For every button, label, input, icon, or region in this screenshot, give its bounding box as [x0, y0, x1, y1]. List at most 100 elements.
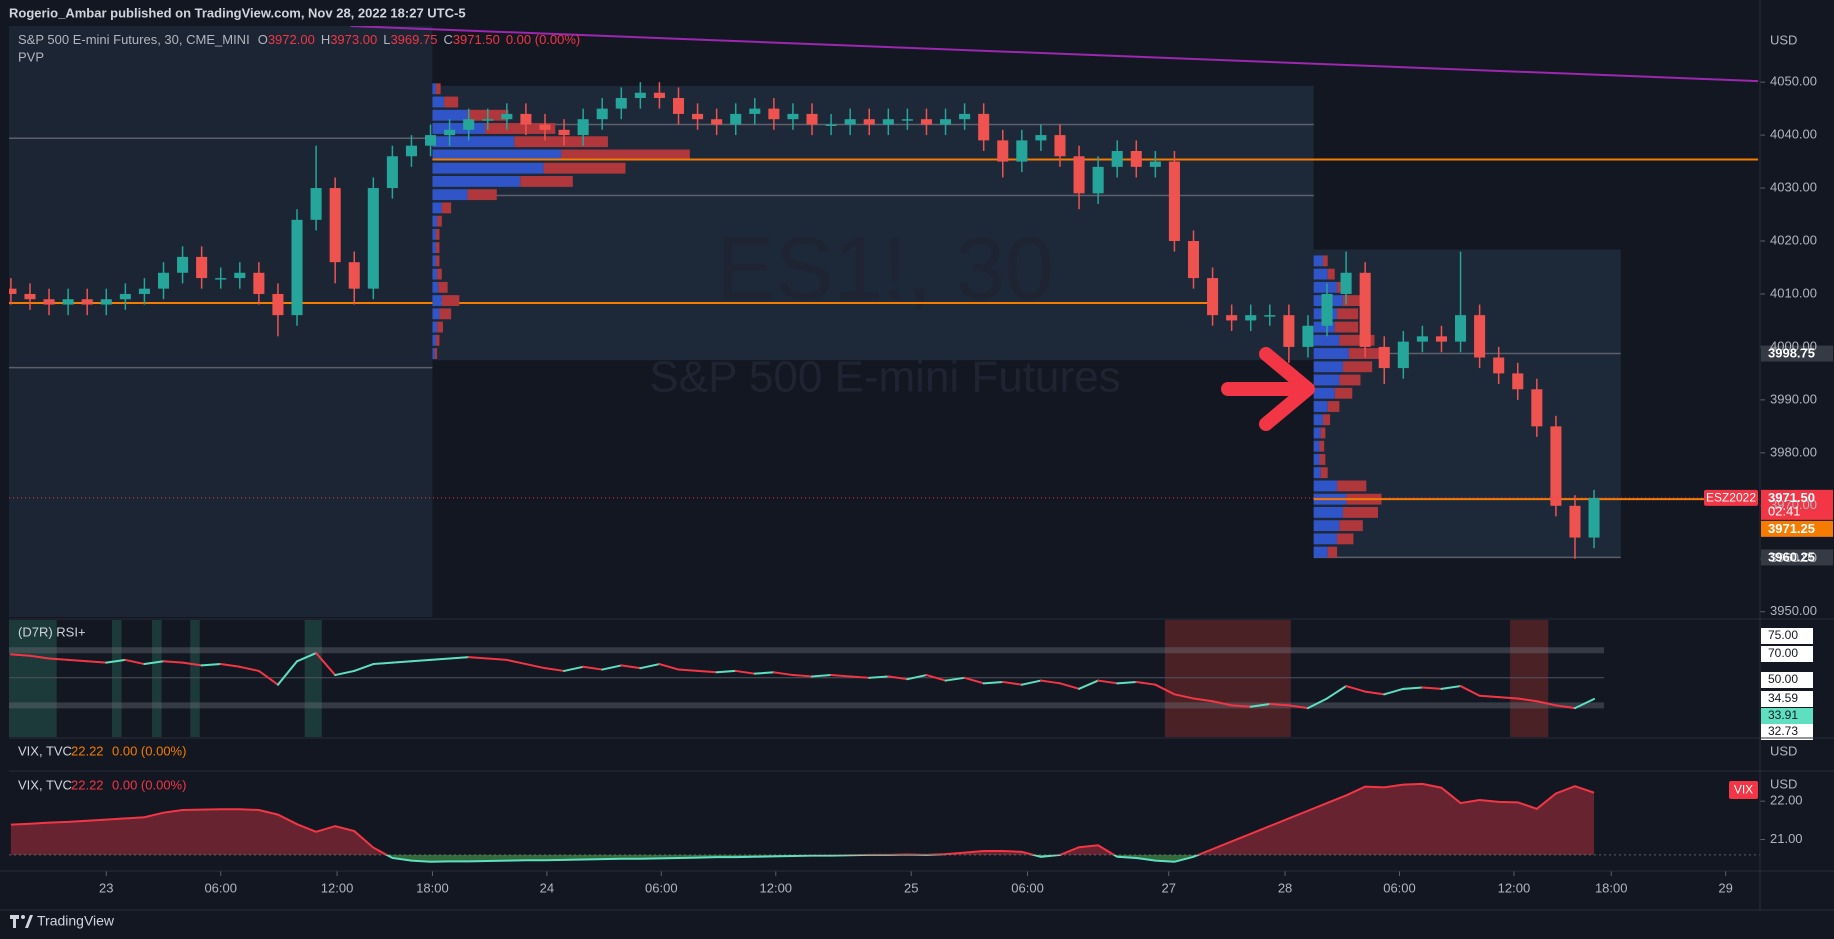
price-tag [1761, 549, 1833, 566]
rsi-scale-box [1761, 691, 1813, 707]
rsi-segment [1039, 679, 1061, 685]
profile-down-bar [1327, 268, 1335, 280]
rsi-zone [9, 620, 57, 737]
profile-down-bar [441, 295, 460, 307]
logo-dot [21, 915, 25, 919]
rsi-segment [887, 675, 909, 681]
rsi-segment [1230, 704, 1252, 708]
profile-up-bar [1313, 401, 1328, 412]
rsi-segment [1345, 685, 1367, 693]
x-tick-label: 06:00 [1011, 880, 1044, 895]
rsi-segment [524, 663, 546, 670]
ohlc-label: L [383, 32, 390, 47]
rsi-segment [1326, 685, 1348, 700]
profile-down-bar [1319, 440, 1325, 452]
profile-down-bar [1334, 387, 1353, 399]
y-tick-label: 4030.00 [1770, 179, 1817, 194]
watermark-subtitle: S&P 500 E-mini Futures [649, 353, 1120, 402]
rsi-zone [152, 620, 162, 737]
rsi-zone [304, 620, 322, 737]
price-tag-label: 3971.25 [1768, 521, 1815, 536]
candle-body [1016, 140, 1028, 162]
vix-area-up [10, 783, 1595, 855]
candle-body [1092, 166, 1104, 194]
brand: TradingView [37, 913, 115, 929]
rsi-segment [86, 660, 108, 664]
rsi-segment [601, 664, 623, 671]
rsi-segment [276, 660, 299, 686]
rsi-segment [1249, 702, 1271, 708]
rsi-segment [162, 660, 184, 664]
candle-body [1226, 315, 1238, 321]
candle-body [1512, 373, 1524, 390]
rsi-segment [830, 674, 852, 678]
change: 0.00 (0.00%) [506, 32, 580, 47]
profile-up-bar [432, 321, 438, 333]
candle-body [1455, 315, 1467, 342]
rsi-segment [124, 658, 146, 666]
candle-body [1035, 135, 1047, 141]
symbol-tag-box [1704, 489, 1758, 506]
candle-body [196, 256, 208, 279]
symbol-title: S&P 500 E-mini Futures, 30, CME_MINI [18, 32, 250, 47]
rsi-segment [1535, 700, 1557, 707]
y-tick-label: 3960.00 [1770, 550, 1817, 565]
candle-body [1054, 135, 1066, 157]
profile-up-bar [1313, 361, 1343, 373]
vix-tag: VIX [1734, 783, 1753, 797]
price-tag [1761, 489, 1833, 520]
profile-up-bar [432, 268, 438, 280]
y-tick-label: 4040.00 [1770, 127, 1817, 142]
candle-body [768, 108, 780, 120]
lines-layer [9, 26, 1760, 559]
rsi-zone [1510, 620, 1549, 737]
ohlc-value: 3972.00 [268, 32, 315, 47]
candle-body [558, 129, 570, 136]
rsi-zone [190, 620, 200, 737]
vix-tag-box [1729, 781, 1758, 799]
candle-body [272, 293, 284, 316]
rsi-segment [1440, 685, 1462, 690]
profile-up-bar [432, 215, 438, 227]
rsi-segment [238, 665, 260, 672]
rsi-segment [811, 674, 833, 678]
rsi-segment [1058, 682, 1081, 690]
profile-up-bar [1313, 506, 1343, 518]
profile-up-bar [432, 334, 436, 346]
rsi-segment [715, 669, 737, 674]
candle-body [1493, 357, 1505, 374]
profile-down-bar [1342, 506, 1379, 518]
rsi-segment [1154, 683, 1176, 696]
x-tick-label: 29 [1718, 880, 1732, 895]
ohlc-value: 3969.75 [390, 32, 437, 47]
profile-down-bar [444, 96, 459, 108]
candle-body [348, 262, 360, 289]
candle-body [825, 124, 837, 126]
profile-down-bar [1337, 533, 1354, 545]
rsi-segment [944, 676, 966, 682]
profile-up-bar [432, 281, 439, 293]
rsi-scale-label: 75.00 [1768, 628, 1798, 642]
vix-area-down [10, 854, 1595, 862]
profile-up-bar [432, 83, 436, 95]
candle-body [920, 119, 932, 125]
candle-body [501, 113, 513, 120]
price-tag-label: 3971.50 [1768, 490, 1815, 505]
profile-down-bar [1342, 295, 1361, 307]
rsi-segment [181, 661, 203, 667]
vix-collapsed-name: VIX, TVC [18, 743, 72, 758]
candle-body [959, 113, 971, 120]
candle-body [1397, 341, 1409, 369]
vix-currency: USD [1770, 776, 1797, 791]
profile-up-bar [1313, 281, 1338, 293]
candle-body [1283, 315, 1295, 347]
profile-down-bar [435, 83, 441, 95]
candle-body [806, 113, 818, 125]
profile-up-bar [1313, 427, 1321, 439]
profile-down-bar [1327, 546, 1338, 558]
profile-up-bar [432, 109, 468, 121]
profile-up-bar [432, 242, 436, 254]
rsi-segment [1192, 697, 1214, 703]
